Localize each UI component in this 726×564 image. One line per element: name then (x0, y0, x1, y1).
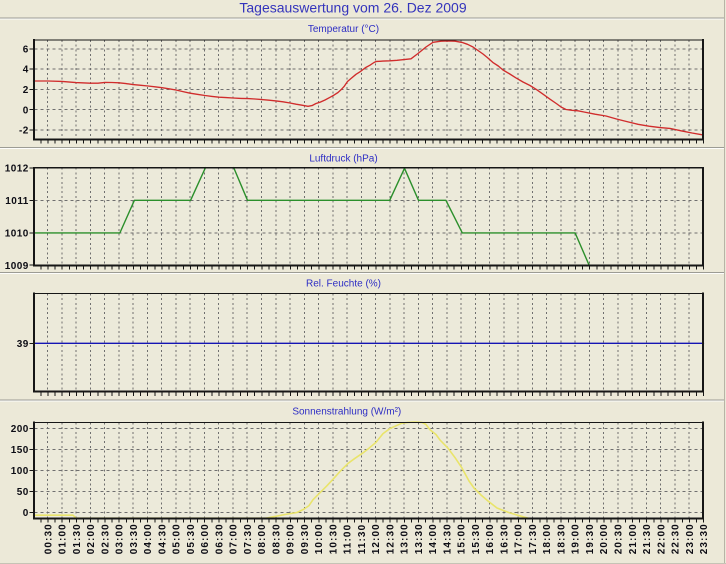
svg-text:22:30: 22:30 (671, 523, 682, 554)
svg-text:04:30: 04:30 (157, 523, 168, 554)
svg-text:23:00: 23:00 (685, 523, 696, 554)
svg-text:15:30: 15:30 (471, 523, 482, 554)
svg-text:1012: 1012 (5, 164, 29, 175)
svg-text:11:00: 11:00 (343, 524, 354, 555)
svg-text:02:30: 02:30 (100, 523, 111, 554)
svg-text:04:00: 04:00 (143, 523, 154, 554)
svg-text:1009: 1009 (5, 261, 29, 272)
svg-text:21:30: 21:30 (642, 523, 653, 554)
svg-text:4: 4 (23, 65, 29, 76)
svg-text:10:30: 10:30 (328, 523, 339, 554)
svg-text:200: 200 (11, 424, 29, 435)
svg-text:07:30: 07:30 (243, 523, 254, 554)
svg-text:21:00: 21:00 (628, 523, 639, 554)
svg-text:Tagesauswertung vom 26. Dez 20: Tagesauswertung vom 26. Dez 2009 (239, 0, 466, 16)
svg-text:02:00: 02:00 (86, 523, 97, 554)
svg-text:00:30: 00:30 (43, 523, 54, 554)
svg-text:20:30: 20:30 (614, 523, 625, 554)
svg-text:17:30: 17:30 (528, 523, 539, 554)
svg-text:100: 100 (11, 466, 29, 477)
svg-text:06:30: 06:30 (214, 523, 225, 554)
svg-text:09:30: 09:30 (300, 523, 311, 554)
svg-text:2: 2 (23, 85, 29, 96)
svg-text:05:00: 05:00 (172, 523, 183, 554)
svg-text:16:00: 16:00 (485, 523, 496, 554)
svg-text:-2: -2 (19, 126, 29, 137)
svg-text:08:30: 08:30 (271, 523, 282, 554)
svg-text:18:00: 18:00 (542, 523, 553, 554)
svg-text:15:00: 15:00 (457, 523, 468, 554)
svg-text:23:30: 23:30 (699, 523, 710, 554)
svg-text:22:00: 22:00 (656, 523, 667, 554)
svg-text:06:00: 06:00 (200, 523, 211, 554)
svg-text:50: 50 (17, 487, 29, 498)
svg-text:12:00: 12:00 (371, 523, 382, 554)
svg-text:20:00: 20:00 (599, 523, 610, 554)
svg-text:09:00: 09:00 (286, 523, 297, 554)
svg-text:05:30: 05:30 (186, 523, 197, 554)
svg-text:19:30: 19:30 (585, 523, 596, 554)
svg-text:11:30: 11:30 (357, 524, 368, 555)
svg-text:0: 0 (23, 105, 29, 116)
svg-text:14:30: 14:30 (442, 523, 453, 554)
svg-text:12:30: 12:30 (385, 523, 396, 554)
svg-text:1010: 1010 (5, 229, 29, 240)
svg-text:13:30: 13:30 (414, 523, 425, 554)
svg-text:07:00: 07:00 (229, 523, 240, 554)
svg-text:10:00: 10:00 (314, 523, 325, 554)
svg-text:03:00: 03:00 (115, 523, 126, 554)
svg-text:03:30: 03:30 (129, 523, 140, 554)
svg-text:Rel. Feuchte (%): Rel. Feuchte (%) (306, 279, 381, 290)
svg-text:01:30: 01:30 (72, 523, 83, 554)
svg-text:1011: 1011 (5, 196, 29, 207)
svg-text:0: 0 (23, 508, 29, 519)
svg-text:39: 39 (17, 339, 29, 350)
svg-text:Luftdruck (hPa): Luftdruck (hPa) (309, 154, 377, 165)
svg-text:150: 150 (11, 445, 29, 456)
svg-text:08:00: 08:00 (257, 523, 268, 554)
svg-text:14:00: 14:00 (428, 523, 439, 554)
svg-text:01:00: 01:00 (58, 523, 69, 554)
svg-text:6: 6 (23, 44, 29, 55)
svg-text:13:00: 13:00 (400, 523, 411, 554)
svg-text:19:00: 19:00 (571, 523, 582, 554)
svg-text:18:30: 18:30 (556, 523, 567, 554)
svg-text:17:00: 17:00 (514, 523, 525, 554)
svg-text:Sonnenstrahlung (W/m²): Sonnenstrahlung (W/m²) (292, 406, 401, 417)
svg-text:Temperatur (°C): Temperatur (°C) (308, 24, 379, 35)
svg-text:16:30: 16:30 (499, 523, 510, 554)
